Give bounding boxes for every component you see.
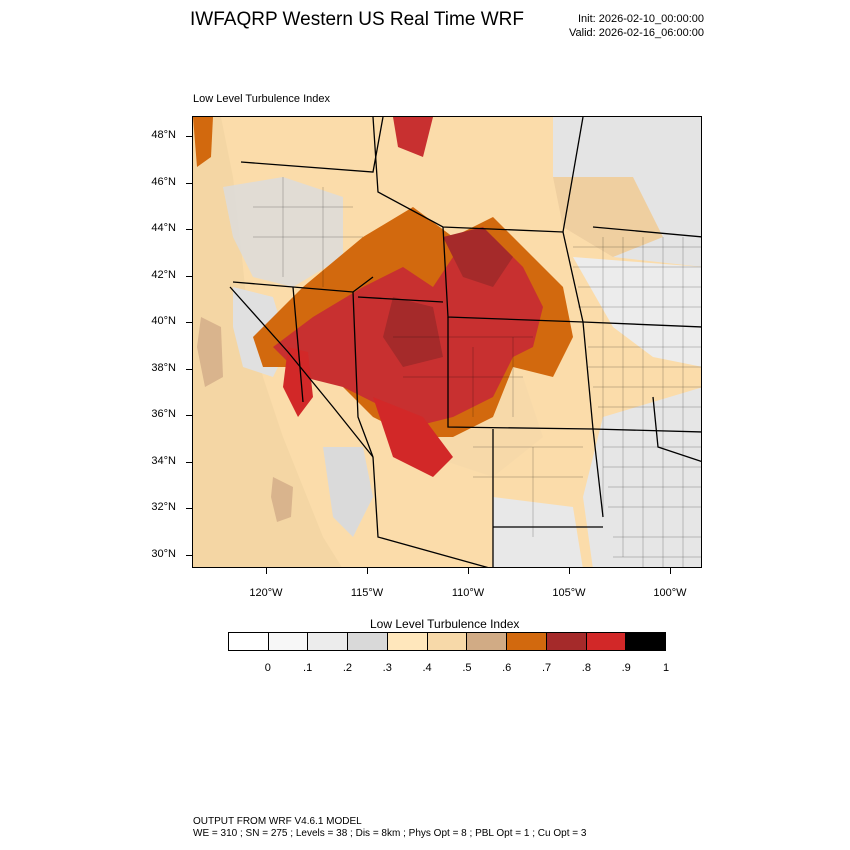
lat-tick (186, 415, 192, 416)
lat-label: 30°N (151, 548, 176, 560)
lat-label: 42°N (151, 269, 176, 281)
lat-tick (186, 229, 192, 230)
colorbar-label: .6 (502, 662, 512, 674)
map-canvas (193, 117, 701, 567)
colorbar-label: .1 (303, 662, 313, 674)
lat-tick (186, 276, 192, 277)
lon-label: 105°W (552, 587, 586, 599)
lon-tick (266, 568, 267, 574)
colorbar-swatch (626, 633, 666, 650)
lon-tick (468, 568, 469, 574)
lat-label: 38°N (151, 362, 176, 374)
lon-tick (569, 568, 570, 574)
colorbar-label: .5 (462, 662, 472, 674)
lat-tick (186, 462, 192, 463)
colorbar-swatch (229, 633, 269, 650)
lon-label: 110°W (451, 587, 485, 599)
lat-label: 46°N (151, 176, 176, 188)
lon-tick (367, 568, 368, 574)
colorbar-swatch (467, 633, 508, 650)
lon-label: 100°W (653, 587, 687, 599)
colorbar-swatch (308, 633, 349, 650)
colorbar-swatch (586, 633, 627, 650)
lat-tick (186, 183, 192, 184)
colorbar-swatch (507, 633, 547, 650)
init-time: Init: 2026-02-10_00:00:00 (578, 13, 704, 25)
lon-label: 115°W (350, 587, 384, 599)
plot-title: IWFAQRP Western US Real Time WRF (190, 9, 524, 30)
lat-label: 34°N (151, 455, 176, 467)
colorbar-swatch (387, 633, 428, 650)
field-label: Low Level Turbulence Index (193, 93, 330, 105)
lat-label: 36°N (151, 408, 176, 420)
model-config-line: WE = 310 ; SN = 275 ; Levels = 38 ; Dis … (193, 828, 587, 839)
lat-label: 48°N (151, 129, 176, 141)
lat-tick (186, 369, 192, 370)
colorbar-label: .3 (382, 662, 392, 674)
colorbar-swatch (427, 633, 468, 650)
model-output-line: OUTPUT FROM WRF V4.6.1 MODEL (193, 816, 362, 827)
turbulence-map (192, 116, 702, 568)
colorbar-label: .2 (342, 662, 353, 674)
lat-label: 40°N (151, 315, 176, 327)
lat-tick (186, 555, 192, 556)
colorbar-label: 1 (662, 662, 670, 674)
colorbar (228, 632, 666, 651)
colorbar-swatch (546, 633, 587, 650)
colorbar-swatch (348, 633, 388, 650)
lat-tick (186, 508, 192, 509)
colorbar-label: 0 (264, 662, 271, 674)
valid-time: Valid: 2026-02-16_06:00:00 (569, 27, 704, 39)
colorbar-label: .8 (581, 662, 591, 674)
lat-label: 32°N (151, 501, 176, 513)
lat-label: 44°N (151, 222, 176, 234)
colorbar-label: .7 (541, 662, 552, 674)
lon-label: 120°W (249, 587, 283, 599)
lon-tick (670, 568, 671, 574)
lat-tick (186, 322, 192, 323)
colorbar-swatch (268, 633, 309, 650)
lat-tick (186, 136, 192, 137)
colorbar-title: Low Level Turbulence Index (370, 617, 520, 631)
colorbar-label: .9 (621, 662, 631, 674)
colorbar-label: .4 (422, 662, 432, 674)
